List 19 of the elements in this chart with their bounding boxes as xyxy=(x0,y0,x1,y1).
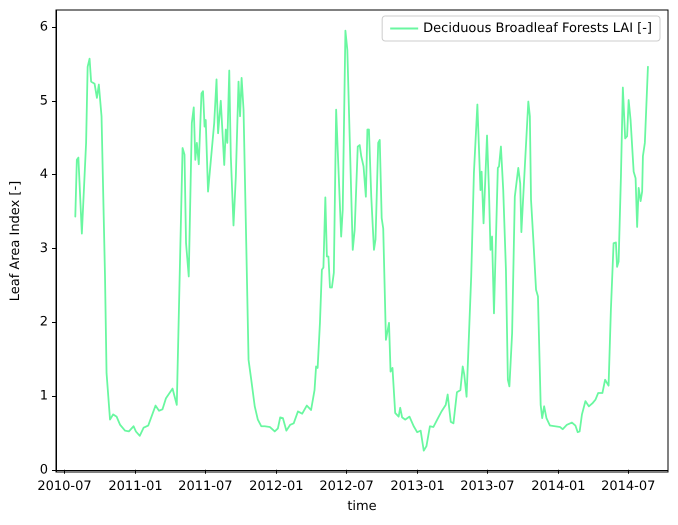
x-tick-label: 2014-01 xyxy=(531,479,586,494)
x-tick-label: 2011-01 xyxy=(108,479,163,494)
x-tick-label: 2013-07 xyxy=(460,479,515,494)
y-tick-label: 2 xyxy=(40,314,48,330)
x-tick-label: 2010-07 xyxy=(37,479,92,494)
y-tick-label: 5 xyxy=(40,93,48,108)
x-tick-label: 2013-01 xyxy=(390,479,445,494)
x-tick-label: 2012-07 xyxy=(319,479,374,494)
legend-label: Deciduous Broadleaf Forests LAI [-] xyxy=(423,21,652,36)
y-tick-label: 0 xyxy=(40,462,48,478)
y-tick-label: 1 xyxy=(40,388,48,404)
y-tick-label: 3 xyxy=(40,240,48,256)
y-axis-title: Leaf Area Index [-] xyxy=(8,180,23,302)
y-tick-label: 6 xyxy=(40,19,48,34)
x-tick-label: 2014-07 xyxy=(601,479,656,494)
x-axis-title: time xyxy=(347,499,377,514)
y-tick-label: 4 xyxy=(40,167,48,182)
x-tick-label: 2012-01 xyxy=(249,479,304,494)
x-tick-label: 2011-07 xyxy=(178,479,232,494)
